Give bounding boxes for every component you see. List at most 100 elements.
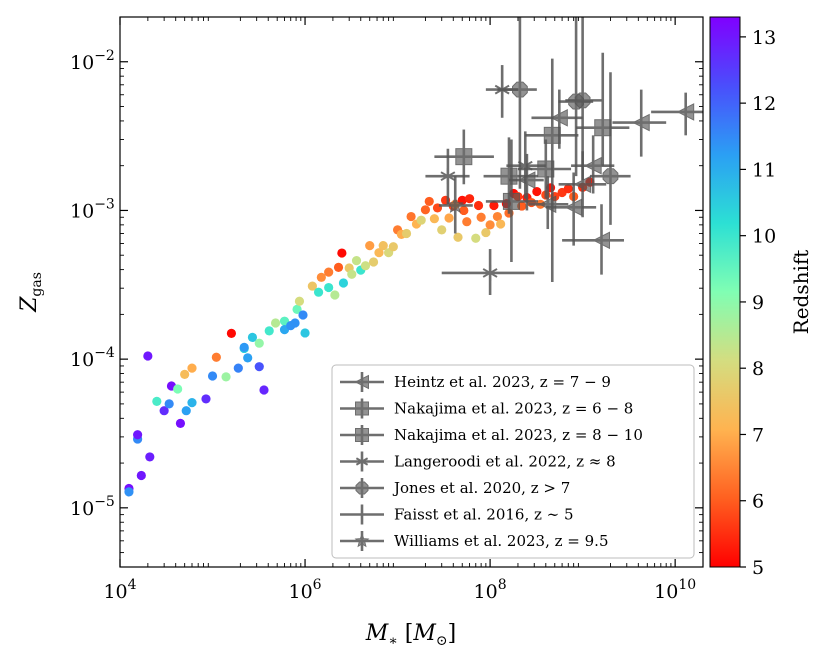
sim-point [496, 219, 506, 229]
obs-point-heintz [562, 204, 624, 275]
obs-point-heintz [571, 135, 615, 194]
marker [676, 103, 695, 121]
colorbar-gradient [709, 16, 741, 568]
sim-point [563, 184, 573, 194]
sim-point [406, 211, 416, 222]
y-tick-label: 10−4 [70, 345, 115, 371]
sim-point [444, 213, 454, 223]
sim-point [420, 205, 431, 215]
marker [446, 196, 465, 214]
sim-point [254, 362, 264, 372]
sim-point [429, 214, 439, 224]
legend-entry [340, 398, 384, 419]
marker [632, 113, 650, 132]
sim-point [290, 318, 300, 328]
sim-point [489, 200, 499, 211]
obs-point-langeroodi [441, 249, 535, 296]
sim-point [300, 328, 310, 338]
sim-point [347, 269, 357, 279]
colorbar-tick-label: 11 [752, 159, 776, 181]
sim-point [254, 338, 264, 348]
marker [584, 156, 602, 175]
sim-point [324, 267, 334, 277]
colorbar-tick-label: 6 [752, 491, 764, 513]
sim-point [243, 353, 253, 363]
legend-label: Langeroodi et al. 2022, z ≈ 8 [394, 453, 616, 471]
legend-entry [340, 531, 384, 551]
colorbar-tick-label: 5 [752, 557, 764, 579]
sim-point [437, 225, 447, 235]
sim-point [264, 326, 274, 336]
sim-point [485, 220, 495, 230]
sim-point [187, 398, 197, 408]
sim-point [330, 290, 340, 300]
sim-point [316, 272, 326, 282]
legend-marker [355, 481, 369, 495]
sim-point [180, 369, 190, 379]
sim-point [464, 194, 475, 204]
obs-point-nakajima810 [525, 58, 579, 283]
sim-point [368, 257, 379, 267]
colorbar-tick-label: 8 [752, 358, 764, 380]
sim-point [145, 452, 155, 462]
marker [594, 119, 612, 137]
sim-point [365, 241, 375, 251]
legend-entry [340, 504, 384, 525]
sim-point [338, 278, 349, 288]
marker [482, 264, 498, 281]
legend-label: Nakajima et al. 2023, z = 8 − 10 [394, 426, 643, 444]
obs-point-heintz [651, 92, 703, 136]
x-tick-label: 1010 [654, 577, 696, 603]
obs-point-nakajima810 [485, 139, 539, 263]
sim-point [247, 332, 258, 343]
marker [573, 175, 592, 194]
legend-label: Faisst et al. 2016, z ∼ 5 [394, 506, 574, 524]
obs-point-jones [565, 17, 602, 181]
colorbar: 5 6 7 8 9 10 11 12 13 [709, 16, 776, 579]
marker [455, 148, 473, 166]
x-axis-label: M∗ [M⊙] [365, 621, 456, 649]
sim-point [374, 248, 384, 258]
sim-point [337, 248, 347, 258]
obs-point-langeroodi [425, 148, 470, 205]
legend-label: Nakajima et al. 2023, z = 6 − 8 [394, 400, 633, 418]
sim-point [164, 399, 174, 409]
obs-point-jones [497, 17, 537, 189]
obs-point-heintz [545, 172, 597, 246]
sim-point [221, 372, 231, 382]
sim-point [143, 351, 153, 361]
sim-point [298, 310, 308, 320]
sim-point [424, 196, 434, 207]
marker [512, 81, 528, 98]
sim-point [360, 261, 371, 271]
obs-point-williams [438, 176, 473, 234]
sim-point [211, 352, 221, 362]
legend-label: Williams et al. 2023, z = 9.5 [394, 532, 609, 550]
sim-point [453, 232, 463, 242]
legend-marker [355, 401, 369, 416]
sim-point [378, 241, 388, 251]
sim-point [324, 282, 334, 293]
sim-point [233, 363, 243, 373]
y-axis: 10−5 10−4 10−3 10−2 [70, 16, 703, 568]
x-tick-label: 104 [103, 577, 136, 603]
colorbar-tick-label: 12 [752, 93, 776, 115]
sim-point [351, 255, 362, 266]
sim-point [307, 281, 317, 291]
sim-point [294, 296, 305, 306]
colorbar-tick-label: 13 [752, 27, 776, 49]
marker [574, 92, 591, 109]
sim-point [401, 228, 412, 239]
marker [440, 168, 456, 185]
legend-entry [340, 451, 384, 472]
sim-point [473, 200, 484, 211]
sim-point [136, 470, 146, 481]
legend-entry [340, 372, 384, 392]
sim-point [313, 287, 324, 297]
sim-point [416, 215, 426, 225]
sim-point [133, 430, 143, 440]
colorbar-tick-label: 10 [752, 226, 776, 248]
legend-box [331, 364, 695, 559]
obs-point-nakajima810 [576, 52, 630, 166]
